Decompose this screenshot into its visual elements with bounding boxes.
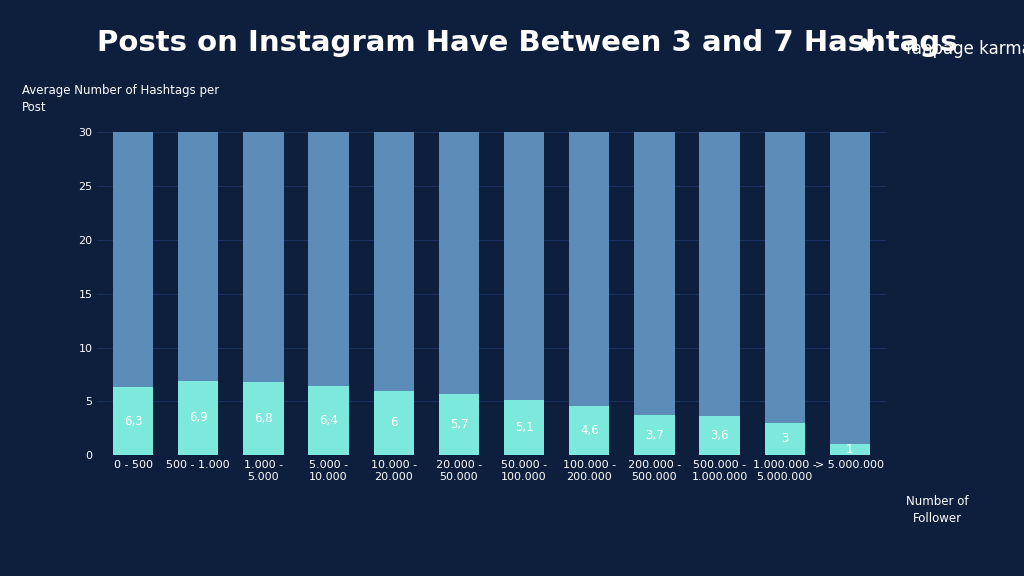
Bar — [374, 391, 414, 455]
Text: 3,7: 3,7 — [645, 429, 664, 442]
Bar — [829, 132, 870, 444]
Text: ♥: ♥ — [858, 37, 877, 56]
Bar — [569, 406, 609, 455]
Bar — [178, 381, 218, 455]
Bar — [504, 132, 545, 400]
Text: 6,9: 6,9 — [188, 411, 208, 425]
Bar — [178, 132, 218, 381]
Text: Number of
Follower: Number of Follower — [905, 495, 969, 525]
Bar — [765, 423, 805, 455]
Text: Average Number of Hashtags per
Post: Average Number of Hashtags per Post — [23, 84, 219, 114]
Text: 5,1: 5,1 — [515, 421, 534, 434]
Bar — [634, 132, 675, 415]
Text: 3: 3 — [781, 433, 788, 445]
Bar — [829, 444, 870, 455]
Bar — [634, 415, 675, 455]
Text: 1: 1 — [846, 443, 854, 456]
Text: 6,4: 6,4 — [319, 414, 338, 427]
Bar — [308, 386, 349, 455]
Bar — [113, 132, 154, 387]
Text: 6,3: 6,3 — [124, 415, 142, 427]
Text: 3,6: 3,6 — [711, 429, 729, 442]
Bar — [699, 132, 739, 416]
Text: 6,8: 6,8 — [254, 412, 272, 425]
Text: 5,7: 5,7 — [450, 418, 468, 431]
Text: Posts on Instagram Have Between 3 and 7 Hashtags: Posts on Instagram Have Between 3 and 7 … — [97, 29, 957, 57]
Bar — [699, 416, 739, 455]
Bar — [244, 132, 284, 382]
Bar — [113, 387, 154, 455]
Bar — [504, 400, 545, 455]
Text: 4,6: 4,6 — [580, 424, 599, 437]
Bar — [244, 382, 284, 455]
Bar — [438, 132, 479, 394]
Text: 6: 6 — [390, 416, 397, 429]
Bar — [374, 132, 414, 391]
Bar — [308, 132, 349, 386]
Bar — [765, 132, 805, 423]
Bar — [569, 132, 609, 406]
Bar — [438, 394, 479, 455]
Text: fanpage karma: fanpage karma — [906, 40, 1024, 58]
